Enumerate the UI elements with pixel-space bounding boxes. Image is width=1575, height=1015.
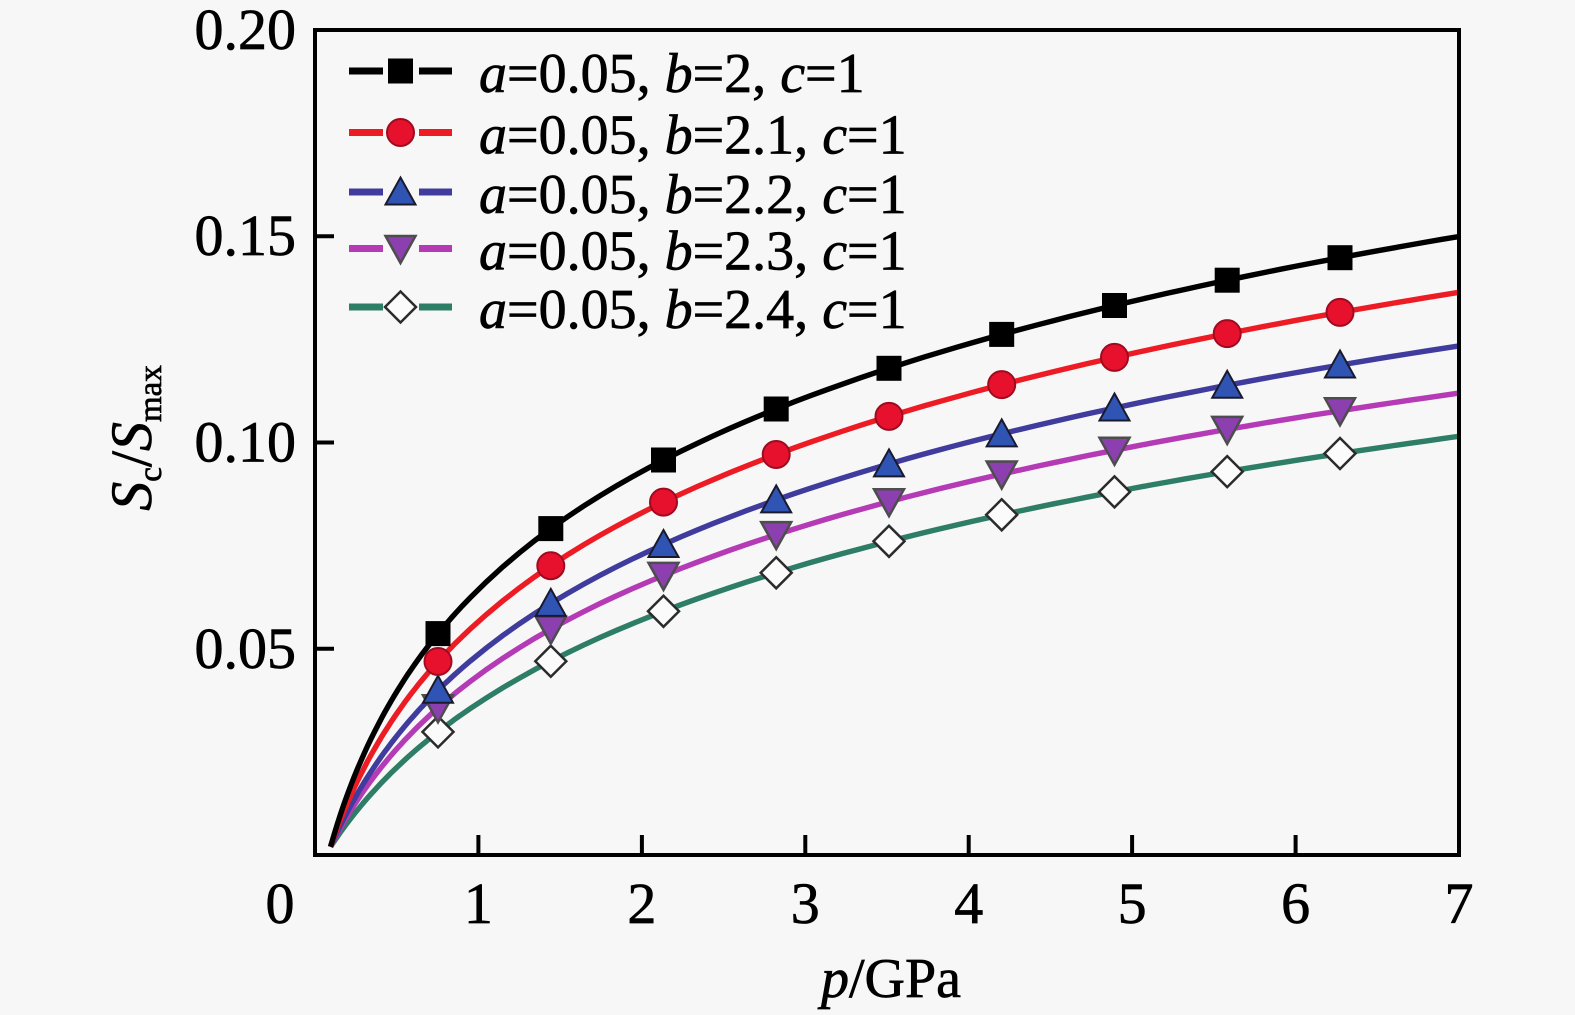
svg-text:1: 1 [464,871,493,936]
svg-text:2: 2 [627,871,656,936]
svg-text:0.10: 0.10 [195,410,297,475]
svg-text:0: 0 [266,871,295,936]
svg-text:7: 7 [1445,871,1474,936]
svg-text:p/GPa: p/GPa [817,948,961,1010]
svg-text:a=0.05, b=2.2, c=1: a=0.05, b=2.2, c=1 [479,164,907,226]
svg-text:4: 4 [954,871,983,936]
svg-text:0.05: 0.05 [195,616,297,681]
svg-text:6: 6 [1281,871,1310,936]
svg-text:0.20: 0.20 [195,0,297,62]
svg-text:a=0.05, b=2.1, c=1: a=0.05, b=2.1, c=1 [479,105,907,167]
svg-text:a=0.05, b=2.3, c=1: a=0.05, b=2.3, c=1 [479,221,907,283]
svg-text:5: 5 [1118,871,1147,936]
svg-text:a=0.05, b=2.4, c=1: a=0.05, b=2.4, c=1 [479,279,907,341]
svg-text:Sc/Smax: Sc/Smax [99,365,169,511]
svg-text:a=0.05, b=2, c=1: a=0.05, b=2, c=1 [479,43,865,105]
svg-text:3: 3 [791,871,820,936]
svg-text:0.15: 0.15 [195,203,297,268]
